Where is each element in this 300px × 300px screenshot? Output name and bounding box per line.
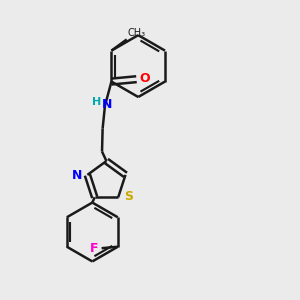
Text: N: N (102, 98, 112, 111)
Text: N: N (72, 169, 82, 182)
Text: F: F (90, 242, 99, 255)
Text: S: S (124, 190, 133, 203)
Text: CH₃: CH₃ (128, 28, 146, 38)
Text: O: O (140, 72, 150, 85)
Text: H: H (92, 97, 101, 107)
